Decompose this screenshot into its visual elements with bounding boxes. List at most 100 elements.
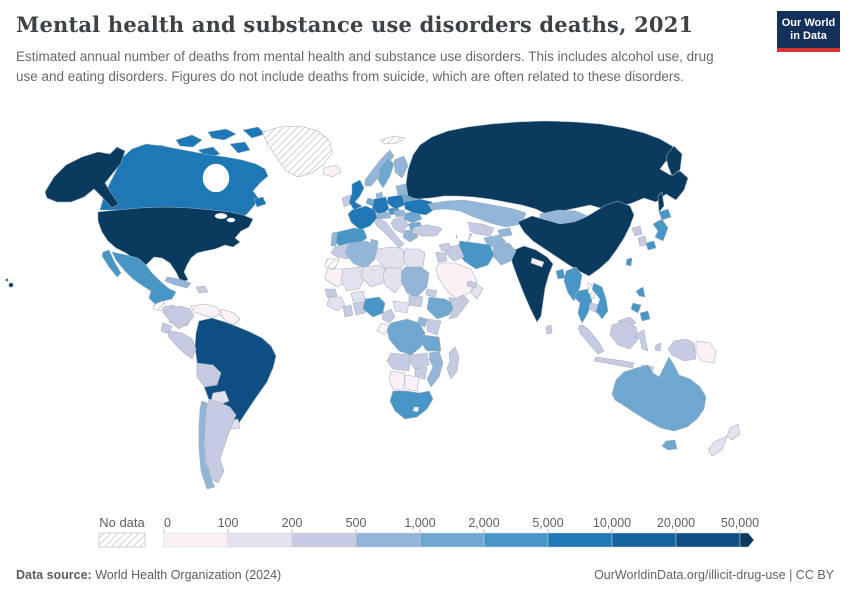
- country-tanzania[interactable]: [420, 334, 442, 352]
- legend-band-100–200[interactable]: [227, 532, 293, 548]
- country-australia-tasmania[interactable]: [661, 439, 678, 451]
- country-india[interactable]: [511, 245, 554, 323]
- country-sudan[interactable]: [400, 266, 430, 298]
- country-chile[interactable]: [198, 400, 216, 490]
- country-indonesia-west-papua[interactable]: [667, 338, 697, 362]
- country-japan-kyushu[interactable]: [645, 240, 657, 251]
- country-south-korea[interactable]: [637, 235, 648, 247]
- country-balkans[interactable]: [390, 216, 409, 234]
- country-sweden[interactable]: [377, 157, 395, 189]
- legend-band-1,000–2,000[interactable]: [419, 532, 485, 548]
- country-mexico[interactable]: [111, 251, 177, 305]
- country-canada[interactable]: [242, 126, 266, 139]
- country-portugal[interactable]: [330, 231, 338, 247]
- country-guyanas[interactable]: [219, 308, 241, 326]
- country-ghana[interactable]: [352, 300, 366, 316]
- country-botswana[interactable]: [404, 374, 420, 392]
- country-tunisia[interactable]: [370, 238, 379, 250]
- country-papua-new-guinea[interactable]: [695, 340, 717, 364]
- country-switzerland-austria[interactable]: [375, 211, 392, 220]
- country-hungary-slovakia[interactable]: [393, 209, 407, 218]
- country-kyrgyzstan-tajikistan[interactable]: [497, 227, 513, 238]
- country-indonesia-sulawesi[interactable]: [633, 329, 649, 352]
- country-greenland[interactable]: [261, 125, 333, 178]
- country-venezuela[interactable]: [190, 303, 222, 319]
- license-link[interactable]: CC BY: [795, 568, 834, 582]
- country-taiwan[interactable]: [625, 257, 633, 267]
- legend-band-200–500[interactable]: [291, 532, 357, 548]
- country-netherlands[interactable]: [365, 197, 376, 207]
- country-burkina-faso[interactable]: [350, 290, 366, 302]
- country-dr-congo[interactable]: [386, 318, 426, 356]
- country-kenya[interactable]: [426, 318, 442, 336]
- country-iceland[interactable]: [322, 164, 342, 178]
- country-bolivia[interactable]: [196, 362, 222, 388]
- legend-band-20,000–50,000[interactable]: [675, 532, 741, 548]
- country-indonesia-java[interactable]: [593, 356, 635, 369]
- country-japan-hokkaido[interactable]: [658, 208, 672, 221]
- country-kazakhstan[interactable]: [427, 199, 527, 228]
- country-cameroon[interactable]: [381, 308, 396, 324]
- country-colombia[interactable]: [164, 305, 195, 330]
- country-australia[interactable]: [611, 356, 707, 432]
- country-new-zealand-south[interactable]: [707, 435, 728, 457]
- country-mozambique[interactable]: [426, 350, 444, 388]
- country-mali[interactable]: [340, 266, 366, 292]
- country-poland[interactable]: [386, 194, 406, 210]
- country-china[interactable]: [517, 200, 635, 277]
- country-indonesia-sumatra[interactable]: [577, 324, 605, 355]
- country-philippines-mindanao[interactable]: [639, 310, 651, 322]
- country-ethiopia[interactable]: [426, 296, 456, 320]
- country-south-africa[interactable]: [389, 390, 434, 420]
- country-philippines[interactable]: [630, 302, 642, 314]
- country-canada[interactable]: [253, 196, 267, 208]
- country-finland[interactable]: [393, 155, 409, 179]
- country-bangladesh[interactable]: [555, 268, 566, 280]
- country-philippines[interactable]: [635, 286, 646, 298]
- country-libya[interactable]: [376, 246, 406, 274]
- country-vietnam[interactable]: [591, 282, 609, 320]
- country-turkmenistan[interactable]: [455, 229, 473, 243]
- country-nepal[interactable]: [530, 257, 545, 268]
- country-hispaniola[interactable]: [195, 285, 209, 294]
- country-egypt[interactable]: [402, 248, 426, 272]
- country-jordan-israel[interactable]: [435, 251, 448, 263]
- country-angola[interactable]: [386, 352, 412, 372]
- country-russia[interactable]: [405, 120, 689, 216]
- country-france[interactable]: [347, 205, 378, 231]
- legend-no-data-swatch[interactable]: [98, 532, 146, 548]
- country-syria[interactable]: [438, 242, 452, 252]
- country-united-states-hawaii[interactable]: [5, 278, 9, 282]
- country-uae-qatar[interactable]: [466, 280, 478, 289]
- country-russia-kamchatka[interactable]: [665, 145, 683, 177]
- country-indonesia-borneo[interactable]: [609, 320, 639, 350]
- country-sri-lanka[interactable]: [545, 324, 553, 335]
- country-north-korea[interactable]: [631, 225, 643, 237]
- country-russia-sakhalin[interactable]: [657, 191, 665, 213]
- country-germany[interactable]: [371, 196, 390, 216]
- country-niger[interactable]: [360, 264, 388, 288]
- country-guinea-cluster[interactable]: [326, 296, 346, 312]
- country-cuba[interactable]: [164, 276, 192, 289]
- country-zambia[interactable]: [408, 352, 430, 370]
- country-united-kingdom[interactable]: [348, 179, 365, 211]
- country-united-states[interactable]: [97, 206, 254, 283]
- country-canada[interactable]: [207, 128, 237, 141]
- country-mauritania[interactable]: [324, 268, 348, 288]
- owid-logo[interactable]: Our World in Data: [777, 11, 840, 52]
- country-madagascar[interactable]: [446, 346, 460, 380]
- country-central-african-republic[interactable]: [392, 300, 410, 314]
- country-argentina[interactable]: [203, 398, 237, 484]
- country-canada[interactable]: [229, 141, 251, 154]
- legend-band-0–100[interactable]: [163, 532, 229, 548]
- country-japan-honshu[interactable]: [652, 218, 669, 242]
- owid-link[interactable]: OurWorldinData.org/illicit-drug-use: [594, 568, 786, 582]
- country-ivory-coast[interactable]: [342, 304, 354, 318]
- country-chad[interactable]: [382, 266, 404, 294]
- country-namibia[interactable]: [388, 370, 406, 392]
- country-saudi-arabia[interactable]: [435, 262, 478, 300]
- legend-band-50,000+[interactable]: [739, 532, 755, 548]
- legend-band-500–1,000[interactable]: [355, 532, 421, 548]
- country-canada[interactable]: [175, 134, 203, 148]
